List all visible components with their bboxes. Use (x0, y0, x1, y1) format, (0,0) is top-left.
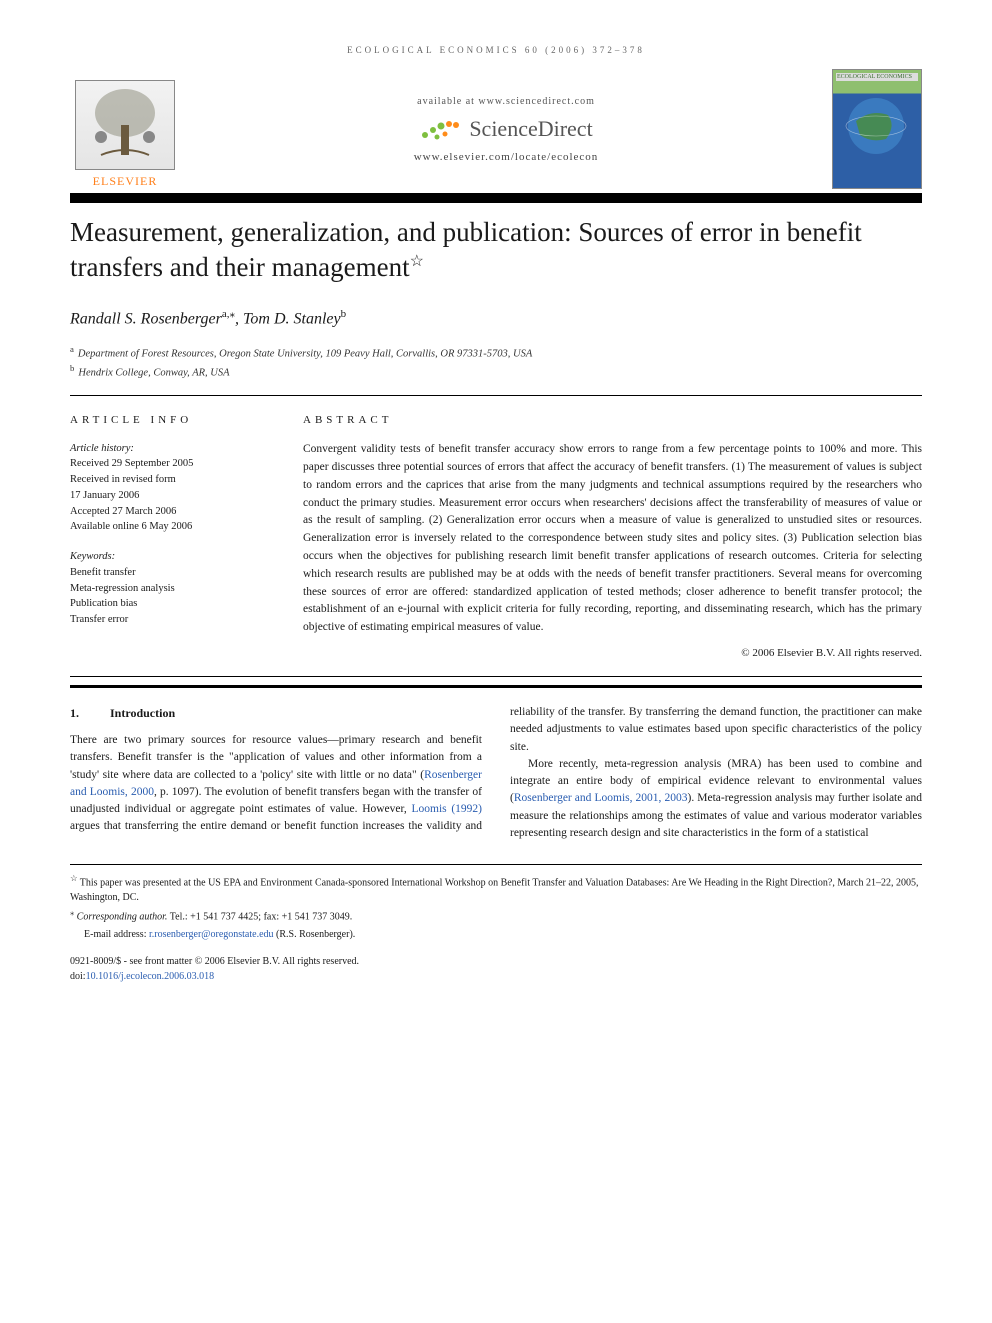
abstract-heading: ABSTRACT (303, 412, 922, 429)
citation-link[interactable]: Loomis (1992) (411, 803, 482, 815)
footnote-email: E-mail address: r.rosenberger@oregonstat… (70, 927, 922, 942)
received-date: Received 29 September 2005 (70, 456, 275, 472)
affiliation-b: Hendrix College, Conway, AR, USA (78, 367, 229, 378)
email-label: E-mail address: (84, 929, 149, 940)
running-head: ECOLOGICAL ECONOMICS 60 (2006) 372–378 (70, 45, 922, 55)
sciencedirect-swoosh-icon (419, 115, 463, 143)
body-top-rule (70, 685, 922, 688)
footnote-star-text: This paper was presented at the US EPA a… (70, 877, 918, 903)
body-columns: 1.Introduction There are two primary sou… (70, 704, 922, 842)
corr-author-label: Corresponding author. (77, 912, 168, 923)
footnotes: ☆ This paper was presented at the US EPA… (70, 864, 922, 984)
doi-link[interactable]: 10.1016/j.ecolecon.2006.03.018 (86, 971, 215, 982)
footnote-corresponding: ⁎ Corresponding author. Tel.: +1 541 737… (70, 907, 922, 924)
author-2-affil: b (341, 308, 347, 320)
email-link[interactable]: r.rosenberger@oregonstate.edu (149, 929, 274, 940)
article-info-heading: ARTICLE INFO (70, 412, 275, 429)
affiliations: aDepartment of Forest Resources, Oregon … (70, 343, 922, 382)
author-1: Randall S. Rosenberger (70, 311, 222, 328)
revised-label: Received in revised form (70, 472, 275, 488)
title-rule (70, 193, 922, 203)
author-1-affil: a,⁎ (222, 308, 235, 320)
rule-below-abstract (70, 676, 922, 677)
title-footnote-marker: ☆ (410, 253, 424, 270)
doi-label: doi: (70, 971, 86, 982)
section-heading: 1.Introduction (70, 704, 482, 722)
body-paragraph: More recently, meta-regression analysis … (510, 756, 922, 842)
keyword: Meta-regression analysis (70, 581, 275, 597)
citation-link[interactable]: Rosenberger and Loomis, 2001, 2003 (514, 792, 688, 804)
star-marker: ☆ (70, 874, 77, 883)
elsevier-name: ELSEVIER (93, 174, 158, 189)
keyword: Benefit transfer (70, 565, 275, 581)
sciencedirect-logo: ScienceDirect (419, 115, 592, 143)
cover-title: ECOLOGICAL ECONOMICS (836, 73, 918, 81)
accepted-date: Accepted 27 March 2006 (70, 504, 275, 520)
available-at-text: available at www.sciencedirect.com (417, 96, 595, 107)
title-text: Measurement, generalization, and publica… (70, 217, 862, 282)
author-2: , Tom D. Stanley (235, 311, 341, 328)
journal-locate-url: www.elsevier.com/locate/ecolecon (414, 151, 599, 163)
corr-author-text: Tel.: +1 541 737 4425; fax: +1 541 737 3… (167, 912, 352, 923)
doi-line: doi:10.1016/j.ecolecon.2006.03.018 (70, 969, 922, 984)
issn-line: 0921-8009/$ - see front matter © 2006 El… (70, 954, 922, 969)
keywords-label: Keywords: (70, 549, 275, 565)
abstract-text: Convergent validity tests of benefit tra… (303, 441, 922, 637)
online-date: Available online 6 May 2006 (70, 519, 275, 535)
elsevier-logo: ELSEVIER (70, 69, 180, 189)
body-text: There are two primary sources for resour… (70, 734, 482, 781)
elsevier-tree-icon (75, 80, 175, 170)
article-info-column: ARTICLE INFO Article history: Received 2… (70, 412, 275, 662)
affiliation-a: Department of Forest Resources, Oregon S… (78, 348, 532, 359)
abstract-column: ABSTRACT Convergent validity tests of be… (303, 412, 922, 662)
footnote-star: ☆ This paper was presented at the US EPA… (70, 873, 922, 905)
keyword: Transfer error (70, 612, 275, 628)
section-title: Introduction (110, 706, 175, 720)
section-number: 1. (70, 704, 110, 722)
authors: Randall S. Rosenbergera,⁎, Tom D. Stanle… (70, 307, 922, 328)
article-history: Article history: Received 29 September 2… (70, 441, 275, 536)
keywords-block: Keywords: Benefit transfer Meta-regressi… (70, 549, 275, 628)
article-title: Measurement, generalization, and publica… (70, 215, 922, 285)
abstract-copyright: © 2006 Elsevier B.V. All rights reserved… (303, 645, 922, 662)
keyword: Publication bias (70, 596, 275, 612)
journal-cover-thumb: ECOLOGICAL ECONOMICS (832, 69, 922, 189)
history-label: Article history: (70, 441, 275, 457)
revised-date: 17 January 2006 (70, 488, 275, 504)
header-band: ELSEVIER available at www.sciencedirect.… (70, 69, 922, 189)
email-suffix: (R.S. Rosenberger). (274, 929, 356, 940)
sciencedirect-word: ScienceDirect (469, 116, 592, 142)
